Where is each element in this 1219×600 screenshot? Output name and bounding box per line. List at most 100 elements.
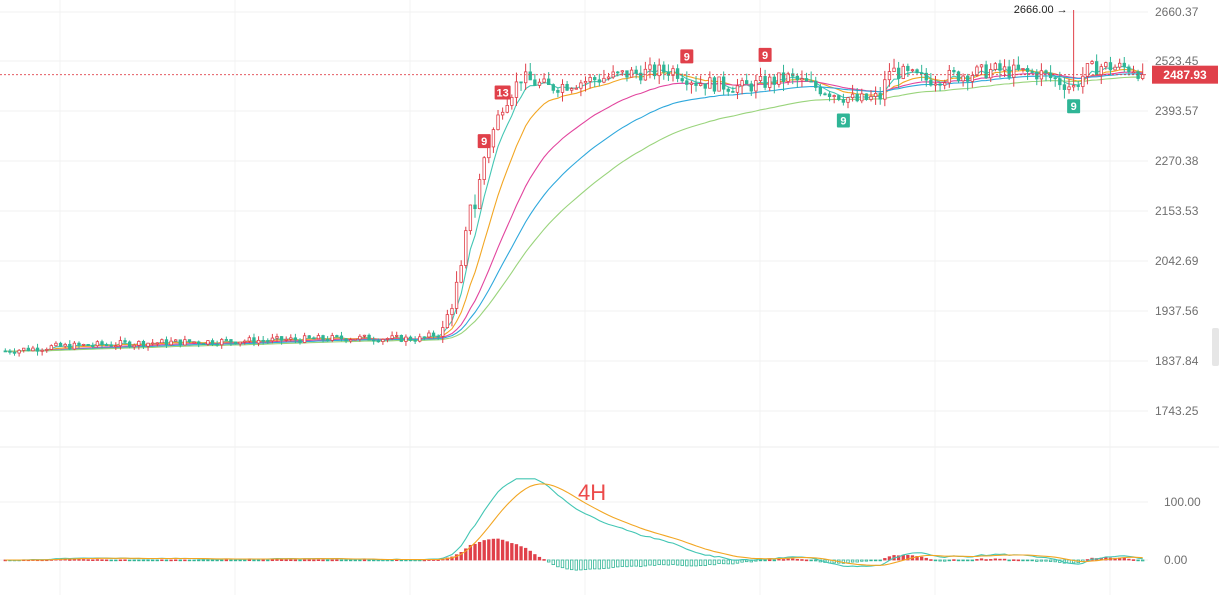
candle-body — [970, 75, 974, 82]
macd-histogram-bar — [551, 559, 555, 566]
macd-histogram-bar — [662, 559, 666, 566]
candle-body — [477, 179, 482, 210]
macd-histogram-bar — [141, 559, 146, 562]
candle-body — [468, 204, 473, 232]
candle-body — [1030, 71, 1034, 73]
td-label-layer: 9 13 9 9 9 9 2666.00 → — [477, 4, 1081, 149]
ma-line-40 — [5, 73, 1143, 352]
timeframe-label: 4H — [578, 480, 606, 505]
macd-histogram-bar — [220, 559, 224, 562]
candle-body — [795, 75, 800, 81]
candle-body — [800, 78, 804, 81]
macd-histogram-bar — [127, 559, 132, 562]
macd-histogram-bar — [998, 558, 1002, 561]
candle-body — [1085, 63, 1090, 77]
candle-body — [40, 349, 44, 352]
candle-body — [1025, 68, 1030, 72]
macd-histogram-bar — [528, 550, 532, 561]
candle-body — [127, 341, 132, 348]
macd-dif-line — [5, 478, 1143, 568]
candle-body — [657, 64, 661, 77]
candle-body — [952, 69, 956, 73]
macd-histogram-bar — [192, 559, 196, 562]
macd-histogram-bar — [708, 559, 712, 565]
ma-line-26 — [5, 71, 1143, 352]
candle-body — [206, 340, 210, 345]
macd-histogram-bar — [118, 559, 123, 562]
candle-body — [929, 79, 933, 86]
macd-histogram-bar — [565, 559, 569, 570]
macd-histogram-bar — [164, 559, 169, 562]
macd-histogram-bar — [855, 559, 859, 563]
candle-body — [505, 105, 509, 113]
candle-body — [348, 339, 353, 342]
macd-histogram-bar — [519, 546, 523, 561]
macd-histogram-bar — [625, 559, 629, 568]
candle-body — [602, 77, 606, 83]
candle-body — [233, 341, 238, 345]
macd-histogram-bar — [238, 559, 242, 562]
td-label-text: 9 — [840, 116, 846, 128]
candle-body — [883, 79, 887, 100]
candle-body — [339, 335, 344, 340]
candle-body — [703, 83, 707, 89]
scrollbar-handle — [1212, 328, 1219, 366]
candle-body — [17, 349, 21, 354]
candle-body — [620, 70, 625, 73]
candle-body — [777, 72, 781, 85]
candle-body — [837, 95, 841, 100]
ma-line-5 — [5, 65, 1143, 353]
candle-body — [164, 339, 169, 346]
macd-histogram-bar — [307, 559, 311, 562]
candle-body — [123, 340, 127, 343]
macd-histogram-bar — [367, 559, 371, 562]
macd-histogram-bar — [666, 559, 671, 566]
candle-body — [740, 80, 744, 87]
candle-body — [694, 82, 698, 86]
macd-histogram-bar — [91, 559, 95, 562]
candle-body — [183, 339, 187, 346]
macd-histogram-bar — [256, 559, 261, 562]
candle-body — [100, 341, 104, 346]
candle-body — [519, 81, 523, 84]
candle-body — [473, 204, 477, 210]
candle-body — [201, 343, 205, 345]
candle-body — [316, 335, 321, 340]
macd-histogram-bar — [362, 559, 367, 562]
candle-body — [459, 265, 463, 283]
candle-body — [408, 336, 413, 341]
macd-histogram-bar — [372, 559, 376, 562]
candle-body — [989, 69, 993, 79]
macd-histogram-bar — [505, 541, 509, 561]
candle-body — [809, 80, 813, 83]
candle-body — [993, 63, 998, 70]
candle-body — [708, 77, 712, 89]
macd-histogram-bar — [1136, 559, 1140, 562]
candle-body — [325, 339, 330, 341]
candle-body — [330, 335, 334, 341]
candle-body — [583, 81, 588, 84]
macd-histogram-bar — [500, 539, 505, 561]
candle-body — [289, 337, 293, 340]
candle-body — [243, 340, 247, 343]
macd-histogram-bar — [984, 559, 988, 561]
macd-histogram-bar — [201, 559, 205, 562]
candle-body — [1131, 71, 1136, 74]
candle-body — [450, 308, 454, 316]
candle-body — [367, 334, 371, 341]
candle-body — [404, 336, 408, 342]
candle-body — [372, 339, 376, 342]
candle-body — [266, 340, 270, 342]
macd-histogram-bar — [966, 559, 970, 562]
candle-body — [26, 347, 30, 352]
macd-histogram-bar — [675, 559, 680, 566]
macd-histogram-bar — [358, 559, 362, 562]
macd-histogram-bar — [496, 538, 500, 561]
macd-histogram-bar — [795, 559, 800, 561]
macd-histogram-bar — [348, 559, 353, 562]
macd-histogram-bar — [104, 559, 109, 562]
macd-histogram-bar — [772, 559, 776, 562]
macd-histogram-bar — [68, 559, 72, 561]
